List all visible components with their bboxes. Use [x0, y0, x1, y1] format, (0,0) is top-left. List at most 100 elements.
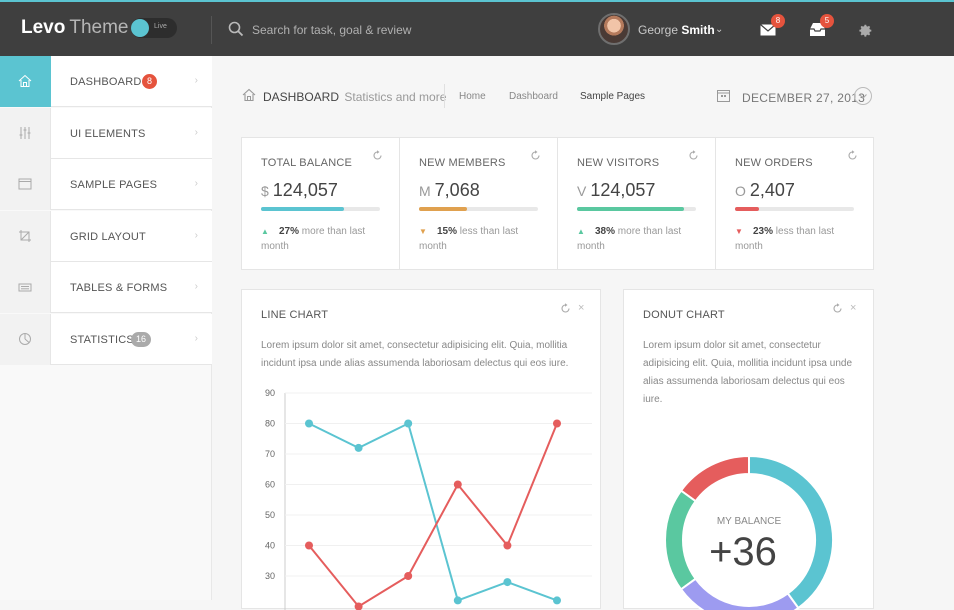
refresh-icon[interactable] — [688, 150, 699, 161]
data-point[interactable] — [553, 596, 561, 604]
arrow-up-icon: ▲ — [261, 224, 279, 239]
sidebar-item-label: TABLES & FORMS — [70, 282, 167, 294]
breadcrumb-dashboard[interactable]: Dashboard — [509, 91, 558, 102]
home-icon — [18, 74, 32, 88]
page-title: DASHBOARD Statistics and more — [263, 90, 446, 104]
donut-slice[interactable] — [665, 491, 696, 590]
data-point[interactable] — [404, 572, 412, 580]
calendar-icon — [717, 89, 730, 102]
progress-fill — [735, 207, 759, 211]
donut-slice[interactable] — [681, 579, 798, 610]
mail-badge: 8 — [771, 14, 785, 28]
sidebar-item-sample-pages[interactable]: SAMPLE PAGES › — [0, 159, 212, 210]
gear-icon[interactable] — [857, 22, 874, 39]
sliders-icon — [18, 126, 32, 140]
divider — [444, 84, 445, 108]
search-input[interactable] — [252, 20, 552, 40]
sidebar-icon-cell — [0, 159, 51, 210]
sidebar-icon-cell — [0, 108, 51, 159]
sidebar-item-label: GRID LAYOUT — [70, 231, 146, 243]
stat-trend: ▼15% less than last month — [419, 224, 544, 254]
user-name[interactable]: George Smith — [638, 23, 715, 37]
toggle-knob — [131, 19, 149, 37]
divider — [211, 16, 212, 44]
y-tick-label: 40 — [265, 541, 275, 551]
home-icon[interactable] — [242, 88, 256, 102]
sidebar-item-label: UI ELEMENTS — [70, 128, 146, 140]
sidebar-item-ui-elements[interactable]: UI ELEMENTS › — [0, 108, 212, 159]
data-point[interactable] — [305, 542, 313, 550]
sidebar-item-statistics[interactable]: STATISTICS 16 › — [0, 314, 212, 365]
refresh-icon[interactable] — [847, 150, 858, 161]
window-icon — [18, 177, 32, 191]
donut-chart: MY BALANCE +36 — [624, 290, 875, 610]
stat-label: NEW ORDERS — [735, 157, 813, 169]
line-chart-panel: LINE CHART × Lorem ipsum dolor sit amet,… — [241, 289, 601, 609]
y-tick-label: 60 — [265, 480, 275, 490]
stats-panel: TOTAL BALANCE$124,057▲27% more than last… — [241, 137, 874, 270]
data-point[interactable] — [454, 596, 462, 604]
chevron-right-icon: › — [195, 230, 198, 241]
arrow-up-icon: ▲ — [577, 224, 595, 239]
toggle-label: Live — [154, 23, 167, 30]
sidebar-icon-cell — [0, 56, 51, 107]
keyboard-icon — [18, 280, 32, 294]
sidebar: DASHBOARD 8 › UI ELEMENTS › SAMPLE PAGES… — [0, 56, 212, 600]
inbox-badge: 5 — [820, 14, 834, 28]
sidebar-item-grid-layout[interactable]: GRID LAYOUT › — [0, 211, 212, 262]
live-toggle[interactable]: Live — [131, 18, 177, 38]
sidebar-icon-cell — [0, 211, 51, 262]
chevron-down-icon — [855, 88, 871, 104]
progress-fill — [577, 207, 684, 211]
donut-chart-panel: DONUT CHART × Lorem ipsum dolor sit amet… — [623, 289, 874, 609]
progress-bar — [261, 207, 380, 211]
data-point[interactable] — [404, 420, 412, 428]
sidebar-item-label: DASHBOARD — [70, 76, 141, 88]
data-point[interactable] — [454, 481, 462, 489]
progress-fill — [419, 207, 467, 211]
progress-fill — [261, 207, 344, 211]
sidebar-item-dashboard[interactable]: DASHBOARD 8 › — [0, 56, 212, 107]
progress-bar — [577, 207, 696, 211]
refresh-icon[interactable] — [372, 150, 383, 161]
data-point[interactable] — [305, 420, 313, 428]
progress-bar — [419, 207, 538, 211]
chevron-down-icon[interactable]: ⌄ — [715, 24, 723, 35]
arrow-down-icon: ▼ — [735, 224, 753, 239]
data-point[interactable] — [553, 420, 561, 428]
y-tick-label: 80 — [265, 419, 275, 429]
data-point[interactable] — [355, 444, 363, 452]
series-line — [309, 424, 557, 601]
search-icon[interactable] — [228, 21, 244, 37]
sidebar-item-tables-forms[interactable]: TABLES & FORMS › — [0, 262, 212, 313]
chevron-right-icon: › — [195, 127, 198, 138]
stat-value: $124,057 — [261, 180, 338, 201]
avatar[interactable] — [598, 13, 630, 45]
arrow-down-icon: ▼ — [419, 224, 437, 239]
data-point[interactable] — [503, 542, 511, 550]
donut-center-value: +36 — [709, 530, 777, 574]
donut-center-label: MY BALANCE — [717, 516, 782, 527]
data-point[interactable] — [503, 578, 511, 586]
y-tick-label: 50 — [265, 510, 275, 520]
sidebar-icon-cell — [0, 262, 51, 313]
refresh-icon[interactable] — [530, 150, 541, 161]
breadcrumb-sample-pages[interactable]: Sample Pages — [580, 91, 645, 102]
stat-trend: ▲38% more than last month — [577, 224, 702, 254]
breadcrumb-home[interactable]: Home — [459, 91, 486, 102]
stat-card: TOTAL BALANCE$124,057▲27% more than last… — [242, 138, 400, 269]
donut-slice[interactable] — [681, 456, 749, 501]
progress-bar — [735, 207, 854, 211]
date-dropdown-button[interactable] — [854, 87, 872, 105]
sidebar-icon-cell — [0, 314, 51, 365]
chevron-right-icon: › — [195, 333, 198, 344]
sidebar-item-label: STATISTICS — [70, 334, 134, 346]
